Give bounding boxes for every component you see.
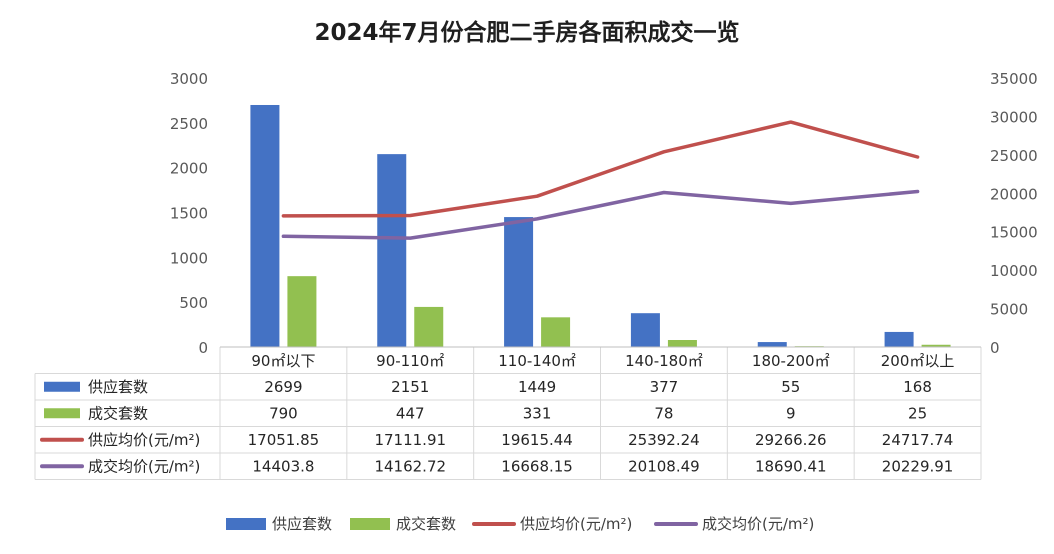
lines-group xyxy=(281,120,920,240)
table-cell-value: 447 xyxy=(396,404,425,422)
table-row-label: 供应套数 xyxy=(88,378,148,396)
table-cell-value: 55 xyxy=(781,378,800,396)
legend-swatch xyxy=(226,518,266,530)
table-cell-value: 17051.85 xyxy=(248,431,320,449)
legend-label: 成交套数 xyxy=(396,515,456,533)
bar-deal-count xyxy=(287,276,317,347)
legend-label: 供应套数 xyxy=(272,515,332,533)
right-tick-label: 35000 xyxy=(990,70,1038,88)
supply-price-line xyxy=(281,120,920,218)
bar-supply-count xyxy=(630,313,660,347)
left-tick-label: 1500 xyxy=(170,205,208,223)
table-cell-value: 78 xyxy=(654,404,673,422)
row-key-swatch xyxy=(44,381,80,392)
bar-supply-count xyxy=(377,154,407,347)
right-tick-label: 20000 xyxy=(990,185,1038,203)
left-axis: 0 500 1000 1500 2000 2500 3000 xyxy=(170,70,208,357)
bars-group xyxy=(250,104,951,347)
table-cell-value: 168 xyxy=(903,378,932,396)
row-key-swatch xyxy=(44,408,80,419)
right-tick-label: 15000 xyxy=(990,224,1038,242)
legend-swatch xyxy=(350,518,390,530)
category-label: 180-200㎡ xyxy=(752,352,830,370)
bar-supply-count xyxy=(250,104,280,347)
right-tick-label: 0 xyxy=(990,339,1000,357)
bar-deal-count xyxy=(921,344,951,347)
category-label: 90-110㎡ xyxy=(376,352,444,370)
bar-deal-count xyxy=(541,317,571,347)
table-cell-value: 16668.15 xyxy=(501,457,573,475)
right-axis: 0 5000 10000 15000 20000 25000 30000 35000 xyxy=(990,70,1038,357)
left-tick-label: 2500 xyxy=(170,115,208,133)
bar-supply-count xyxy=(757,342,787,347)
legend-label: 供应均价(元/m²) xyxy=(520,515,632,533)
table-cell-value: 25392.24 xyxy=(628,431,700,449)
deal-price-line xyxy=(281,189,920,240)
legend-label: 成交均价(元/m²) xyxy=(702,515,814,533)
table-cell-value: 18690.41 xyxy=(755,457,827,475)
left-tick-label: 3000 xyxy=(170,70,208,88)
table-cell-value: 790 xyxy=(269,404,298,422)
table-cell-value: 20229.91 xyxy=(882,457,954,475)
bar-deal-count xyxy=(667,340,697,347)
left-tick-label: 0 xyxy=(198,339,208,357)
table-row-label: 成交套数 xyxy=(88,404,148,422)
table-row-label: 成交均价(元/m²) xyxy=(88,457,200,475)
table-cell-value: 331 xyxy=(523,404,552,422)
table-cell-value: 1449 xyxy=(518,378,556,396)
table-cell-value: 24717.74 xyxy=(882,431,954,449)
left-tick-label: 1000 xyxy=(170,249,208,267)
table-cell-value: 25 xyxy=(908,404,927,422)
category-label: 140-180㎡ xyxy=(625,352,703,370)
right-tick-label: 25000 xyxy=(990,147,1038,165)
category-label: 90㎡以下 xyxy=(251,352,315,370)
table-cell-value: 14403.8 xyxy=(252,457,314,475)
data-table: 90㎡以下 90-110㎡ 110-140㎡ 140-180㎡ 180-200㎡ 200㎡… xyxy=(34,346,982,480)
table-cell-value: 29266.26 xyxy=(755,431,827,449)
table-cell-value: 19615.44 xyxy=(501,431,573,449)
table-cell-value: 20108.49 xyxy=(628,457,700,475)
right-tick-label: 10000 xyxy=(990,262,1038,280)
category-label: 110-140㎡ xyxy=(498,352,576,370)
right-tick-label: 30000 xyxy=(990,108,1038,126)
left-tick-label: 500 xyxy=(179,294,208,312)
bar-supply-count xyxy=(504,217,534,347)
bar-supply-count xyxy=(884,331,914,347)
table-cell-value: 2151 xyxy=(391,378,429,396)
table-cell-value: 9 xyxy=(786,404,796,422)
table-row-label: 供应均价(元/m²) xyxy=(88,431,200,449)
left-tick-label: 2000 xyxy=(170,160,208,178)
table-cell-value: 377 xyxy=(650,378,679,396)
legend: 供应套数 成交套数 供应均价(元/m²) 成交均价(元/m²) xyxy=(226,515,814,533)
category-label: 200㎡以上 xyxy=(881,352,955,370)
table-cell-value: 17111.91 xyxy=(374,431,446,449)
right-tick-label: 5000 xyxy=(990,301,1028,319)
table-cell-value: 14162.72 xyxy=(374,457,446,475)
bar-deal-count xyxy=(414,306,444,347)
table-cell-value: 2699 xyxy=(264,378,302,396)
chart-title: 2024年7月份合肥二手房各面积成交一览 xyxy=(314,19,739,46)
